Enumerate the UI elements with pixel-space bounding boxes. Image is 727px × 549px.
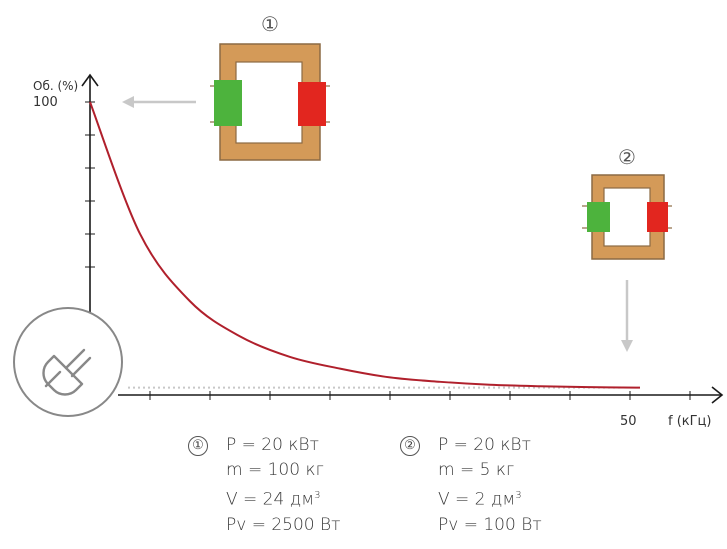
spec-2-volume: V = 2 дм3: [438, 489, 522, 510]
curve-series: [89, 101, 641, 389]
spec-1-number: ①: [188, 436, 208, 456]
y-axis-arrow: [81, 73, 99, 87]
primary-winding: [214, 80, 242, 126]
transformer-large-icon: ①: [210, 12, 330, 161]
spec-2-power: P = 20 кВт: [438, 435, 531, 455]
secondary-winding: [298, 82, 326, 126]
transformer-1-label: ①: [261, 12, 279, 36]
transformer-small-icon: ②: [582, 145, 672, 260]
x-axis-label: f (кГц): [668, 414, 711, 429]
plug-icon: [13, 307, 123, 417]
spec-2-mass: m = 5 кг: [438, 460, 515, 480]
spec-1-loss: Pv = 2500 Вт: [226, 514, 341, 535]
x-ticks: [149, 391, 691, 400]
x-tick-label-50: 50: [620, 414, 637, 429]
spec-1-power: P = 20 кВт: [226, 435, 319, 455]
x-axis-arrow: [711, 386, 724, 404]
spec-1-volume: V = 24 дм3: [226, 489, 321, 510]
spec-1-mass: m = 100 кг: [226, 460, 324, 480]
secondary-winding-small: [647, 202, 668, 232]
primary-winding-small: [587, 202, 610, 232]
spec-2-loss: Pv = 100 Вт: [438, 514, 542, 535]
arrow-down-icon: [621, 280, 633, 352]
y-axis-label: Об. (%): [33, 79, 78, 93]
spec-2-number: ②: [400, 436, 420, 456]
y-tick-label-100: 100: [33, 95, 58, 110]
transformer-2-label: ②: [618, 145, 636, 169]
arrow-left-icon: [122, 96, 196, 108]
